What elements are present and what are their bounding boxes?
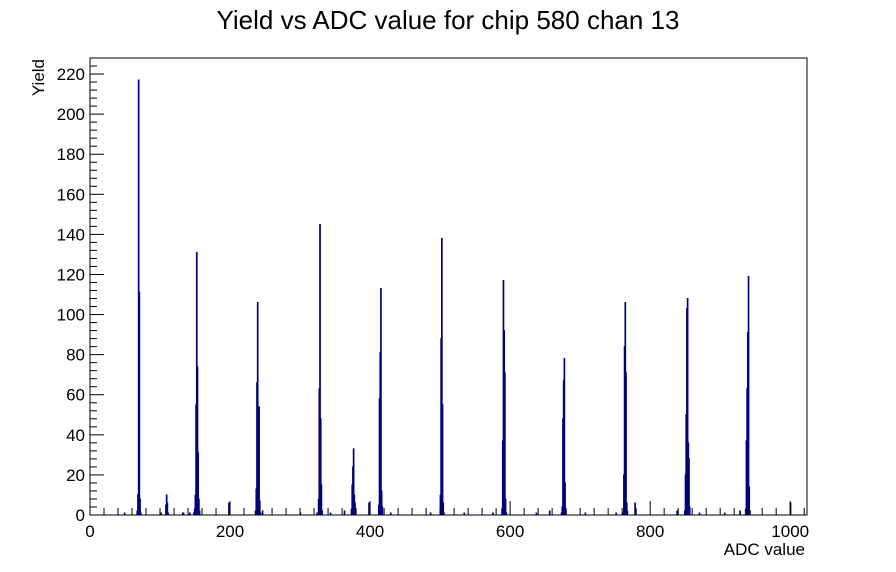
histogram-bar — [429, 512, 432, 515]
histogram-bar — [380, 288, 382, 515]
histogram-bar — [739, 510, 741, 515]
histogram-bar — [139, 498, 141, 515]
histogram-bar — [319, 418, 322, 515]
histogram-bar — [138, 292, 141, 515]
y-tick-label: 180 — [57, 145, 85, 164]
y-tick-label: 200 — [57, 105, 85, 124]
histogram-bar — [535, 512, 538, 515]
histogram-bar — [698, 512, 701, 515]
histogram-bar — [747, 275, 750, 515]
histogram-bar — [196, 366, 199, 515]
histogram-bar — [626, 510, 629, 515]
y-tick-label: 80 — [66, 346, 85, 365]
histogram-bar — [139, 512, 142, 515]
histogram-bar — [228, 502, 230, 515]
histogram-bar — [748, 486, 751, 515]
histogram-bar — [564, 482, 566, 515]
histogram-bar — [188, 512, 191, 515]
histogram-bar — [198, 510, 201, 515]
y-tick-label: 60 — [66, 386, 85, 405]
x-tick-label: 200 — [216, 522, 244, 541]
y-tick-label: 0 — [76, 506, 85, 525]
y-tick-label: 220 — [57, 65, 85, 84]
histogram-bar — [343, 510, 346, 515]
histogram-bar — [492, 512, 494, 515]
x-tick-label: 800 — [636, 522, 664, 541]
chart-title: Yield vs ADC value for chip 580 chan 13 — [217, 5, 680, 35]
histogram-bar — [256, 302, 259, 515]
histogram-bar — [723, 512, 726, 515]
histogram-bar — [688, 506, 691, 515]
histogram-bar — [563, 358, 566, 515]
histogram-bar — [442, 502, 445, 515]
x-axis-label: ADC value — [724, 540, 805, 559]
y-tick-label: 20 — [66, 466, 85, 485]
histogram-bar — [182, 512, 185, 515]
x-tick-label: 600 — [496, 522, 524, 541]
histogram-bar — [123, 512, 126, 515]
histogram-bar — [368, 502, 370, 515]
histogram-bar — [261, 510, 264, 515]
x-tick-label: 0 — [85, 522, 94, 541]
x-tick-label: 1000 — [771, 522, 809, 541]
histogram-bar — [316, 512, 319, 515]
histogram-bar — [166, 502, 169, 515]
y-tick-label: 100 — [57, 306, 85, 325]
histogram-bar — [504, 498, 507, 515]
histogram-bar — [381, 506, 384, 515]
histogram-bar — [258, 500, 261, 515]
histogram-bar — [329, 512, 332, 515]
y-tick-label: 120 — [57, 265, 85, 284]
histogram-bar — [463, 512, 466, 515]
histogram-bar — [389, 512, 392, 515]
plot-frame — [89, 57, 808, 516]
histogram-bar — [380, 490, 383, 515]
histogram-bar — [160, 512, 162, 515]
y-tick-label: 160 — [57, 185, 85, 204]
histogram-bar — [634, 502, 636, 515]
histogram-bar — [441, 404, 444, 515]
y-tick-label: 140 — [57, 225, 85, 244]
histogram-bar — [319, 223, 321, 515]
histogram-bar — [259, 512, 262, 515]
histogram-bar — [198, 498, 200, 515]
histogram-bar — [197, 452, 200, 515]
histogram-bar — [440, 237, 443, 515]
histogram-bar — [615, 512, 618, 515]
histogram-bar — [686, 298, 689, 515]
histogram-bars — [123, 79, 792, 515]
histogram-bar — [625, 372, 627, 515]
histogram-bar — [548, 510, 551, 515]
histogram-bar — [584, 512, 587, 515]
histogram-bar — [167, 512, 169, 515]
x-tick-label: 400 — [356, 522, 384, 541]
histogram-bar — [688, 458, 690, 515]
histogram-bar — [625, 502, 628, 515]
y-axis-label: Yield — [29, 59, 48, 96]
histogram-bar — [676, 510, 678, 515]
histogram-bar — [321, 510, 323, 515]
y-axis: 0 20 40 60 80 100 120 140 160 180 200 220 — [57, 57, 104, 525]
histogram-bar — [504, 372, 506, 515]
histogram-bar — [352, 448, 355, 515]
histogram-bar — [443, 512, 445, 515]
histogram-bar — [320, 484, 323, 515]
histogram-bar — [749, 510, 751, 515]
histogram-bar — [354, 502, 356, 515]
x-axis: 0 200 400 600 800 1000 — [85, 501, 809, 541]
histogram-bar — [505, 512, 508, 515]
y-tick-label: 40 — [66, 426, 85, 445]
histogram-bar — [258, 406, 260, 515]
